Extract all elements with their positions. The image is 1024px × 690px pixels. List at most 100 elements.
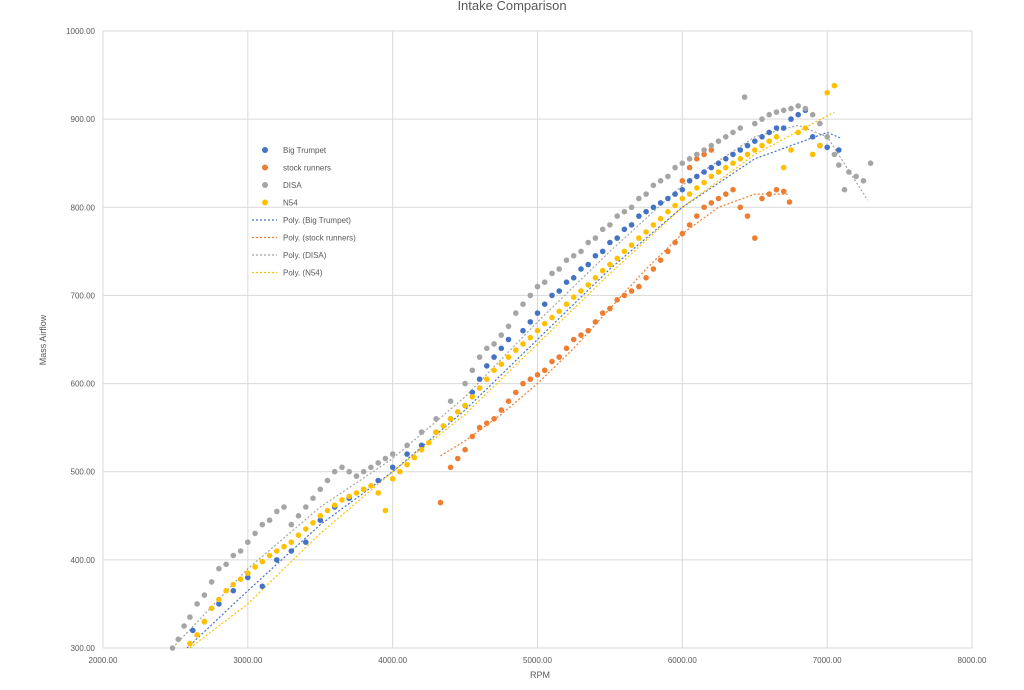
data-point: [541, 279, 548, 286]
data-point: [636, 283, 642, 290]
data-point: [686, 191, 693, 197]
data-point: [245, 574, 251, 581]
data-point: [701, 204, 707, 211]
data-point: [809, 134, 816, 140]
data-point: [455, 455, 461, 462]
data-point: [534, 283, 541, 290]
data-point: [440, 423, 447, 429]
data-point: [686, 222, 693, 228]
data-point: [310, 520, 316, 526]
data-point: [759, 134, 765, 140]
data-point: [723, 191, 729, 197]
data-point: [657, 215, 664, 222]
data-point: [469, 394, 476, 400]
y-tick-label: 400.00: [71, 556, 96, 565]
data-point: [513, 347, 519, 353]
data-point: [360, 468, 367, 475]
data-point: [462, 380, 468, 387]
data-point: [679, 230, 686, 237]
data-point: [741, 94, 748, 100]
legend-marker: [262, 199, 268, 206]
data-point: [730, 160, 736, 166]
data-point: [802, 105, 809, 112]
data-points: [169, 82, 874, 651]
y-tick-label: 1000.00: [66, 27, 95, 36]
data-point: [846, 169, 852, 175]
data-point: [737, 125, 744, 131]
x-tick-label: 4000.00: [378, 656, 407, 665]
data-point: [266, 552, 273, 559]
data-point: [715, 138, 722, 144]
y-tick-label: 800.00: [71, 203, 96, 212]
data-point: [773, 134, 780, 140]
data-point: [686, 178, 693, 184]
data-point: [599, 226, 606, 233]
data-point: [187, 614, 193, 620]
data-point: [194, 632, 200, 638]
data-point: [708, 142, 715, 149]
data-point: [831, 82, 838, 89]
data-point: [237, 576, 244, 582]
data-point: [541, 367, 548, 374]
data-point: [650, 204, 657, 211]
data-point: [216, 565, 222, 572]
data-point: [723, 164, 729, 171]
data-point: [686, 156, 693, 162]
data-point: [563, 301, 570, 308]
data-point: [701, 151, 707, 158]
data-point: [795, 129, 801, 136]
data-point: [570, 275, 577, 281]
data-point: [484, 420, 490, 427]
data-point: [867, 160, 874, 166]
data-point: [723, 134, 729, 140]
legend-label: N54: [283, 199, 298, 208]
data-point: [723, 156, 729, 162]
tick-labels: 2000.00 3000.00 4000.00 5000.00 6000.00 7000.…: [66, 27, 987, 665]
data-point: [245, 570, 251, 576]
data-point: [592, 253, 599, 259]
data-point: [665, 208, 671, 215]
data-point: [694, 173, 700, 180]
data-point: [498, 407, 505, 413]
data-point: [418, 442, 425, 449]
data-point: [230, 581, 237, 588]
data-point: [744, 151, 751, 158]
data-point: [303, 504, 309, 510]
data-point: [766, 111, 772, 118]
data-point: [549, 358, 555, 365]
data-point: [599, 267, 606, 274]
data-point: [824, 144, 830, 151]
data-point: [201, 618, 208, 625]
data-point: [527, 319, 534, 325]
data-point: [368, 483, 374, 489]
data-point: [498, 361, 505, 368]
legend-label: Poly. (Big Trumpet): [283, 216, 351, 225]
y-axis-label: Mass Airflow: [38, 314, 48, 365]
data-point: [353, 490, 360, 496]
data-point: [339, 464, 345, 471]
x-tick-label: 5000.00: [523, 656, 552, 665]
data-point: [433, 416, 439, 422]
data-point: [752, 138, 758, 144]
data-point: [786, 199, 793, 205]
data-point: [570, 336, 577, 343]
data-point: [476, 385, 483, 391]
data-point: [744, 142, 751, 149]
data-point: [570, 253, 577, 259]
data-point: [715, 160, 722, 166]
data-point: [469, 433, 476, 440]
data-point: [737, 156, 744, 162]
data-point: [665, 195, 671, 202]
data-point: [433, 429, 439, 435]
data-point: [708, 147, 715, 153]
data-point: [643, 275, 649, 281]
trendline: [186, 131, 842, 649]
data-point: [614, 255, 620, 262]
data-point: [317, 486, 324, 493]
data-point: [665, 248, 671, 255]
data-point: [636, 235, 642, 241]
data-point: [360, 486, 367, 493]
data-point: [643, 191, 649, 197]
data-point: [541, 301, 548, 308]
x-tick-label: 6000.00: [668, 656, 697, 665]
